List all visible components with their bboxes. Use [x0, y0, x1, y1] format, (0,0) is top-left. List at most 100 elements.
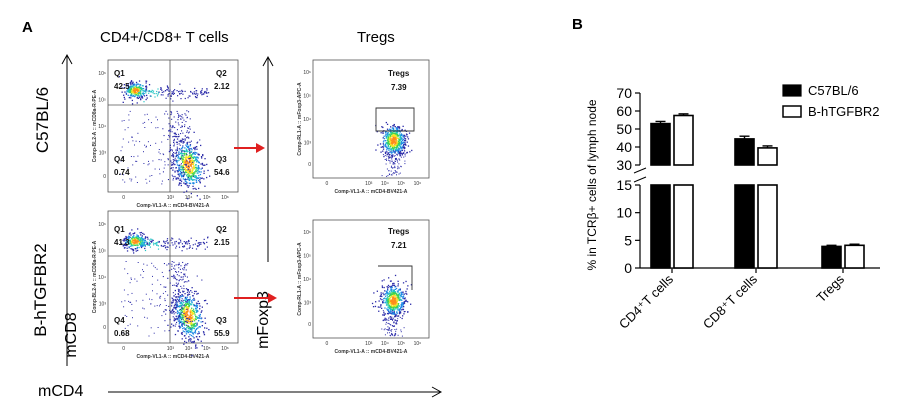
row1-cd8-event-dot: [193, 153, 195, 155]
row1-cd8-event-dot: [170, 95, 172, 97]
row1-treg-event-dot: [392, 139, 394, 141]
row2-treg-event-dot: [391, 286, 393, 288]
row2-cd8-event-dot: [166, 239, 168, 242]
row2-cd8-event-dot: [131, 244, 133, 246]
row1-cd8-event-dot: [187, 145, 190, 148]
row1-cd8-event-dot: [196, 158, 198, 160]
row1-cd8-event-dot: [184, 135, 186, 137]
row1-cd8-event-dot: [150, 144, 151, 146]
row2-treg-event-dot: [389, 329, 391, 331]
row1-cd8-event-dot: [170, 160, 172, 162]
row2-cd8-event-dot: [130, 301, 132, 303]
row1-cd8-event-dot: [183, 172, 185, 174]
row2-treg-event-dot: [394, 286, 396, 288]
row2-cd8-event-dot: [176, 271, 178, 273]
row2-cd8-event-dot: [167, 241, 169, 244]
row1-cd8-event-dot: [183, 153, 185, 155]
row2-treg-event-dot: [399, 297, 401, 299]
row1-treg-event-dot: [400, 134, 402, 137]
row1-cd8-event-dot: [184, 147, 186, 149]
row2-cd8-event-dot: [127, 237, 129, 239]
row2-cd8-event-dot: [140, 274, 142, 276]
red-arrow-row1: [234, 143, 265, 153]
row2-treg-event-dot: [391, 297, 394, 299]
row2-treg-event-dot: [388, 293, 390, 295]
row2-cd8-event-dot: [192, 303, 194, 306]
row2-cd8-event-dot: [173, 299, 175, 301]
row1-cd8-event-dot: [177, 112, 179, 114]
row2-cd8-event-dot: [134, 240, 136, 242]
row2-cd8-event-dot: [178, 275, 180, 277]
row2-treg-event-dot: [390, 289, 392, 291]
row2-cd8-event-dot: [178, 246, 181, 248]
row2-cd8-event-dot: [195, 307, 197, 309]
row2-cd8-event-dot: [195, 311, 198, 313]
row2-treg-event-dot: [394, 303, 396, 305]
row2-treg-event-dot: [399, 295, 401, 297]
row1-cd8-event-dot: [181, 172, 184, 174]
row2-cd8-event-dot: [191, 341, 193, 343]
row2-treg-event-dot: [396, 303, 399, 305]
row2-cd8-event-dot: [184, 321, 186, 323]
row2-cd8-event-dot: [194, 347, 197, 349]
row2-cd8-event-dot: [166, 238, 169, 240]
row1-cd8-event-dot: [167, 86, 169, 88]
row2-cd8-event-dot: [192, 308, 195, 310]
row1-cd8-event-dot: [136, 97, 138, 99]
row1-cd8-event-dot: [185, 148, 188, 150]
row1-treg-event-dot: [391, 174, 393, 176]
row1-cd8-event-dot: [176, 90, 178, 92]
row2-cd8-event-dot: [171, 237, 173, 239]
row2-cd8-event-dot: [185, 300, 187, 302]
row2-cd8-event-dot: [127, 241, 129, 243]
row1-cd8-event-dot: [133, 90, 136, 92]
row1-cd8-y-tick-label: 10³: [99, 150, 107, 156]
row2-cd8-event-dot: [178, 323, 180, 325]
row1-cd8-event-dot: [206, 88, 208, 90]
row2-cd8-event-dot: [128, 247, 130, 249]
row2-cd8-event-dot: [181, 303, 183, 305]
row1-q3-value: 54.6: [214, 168, 230, 177]
row1-treg-event-dot: [397, 129, 399, 131]
row2-cd8-event-dot: [188, 239, 190, 242]
row1-cd8-event-dot: [168, 130, 170, 132]
row2-cd8-event-dot: [183, 269, 185, 271]
row2-cd8-event-dot: [141, 242, 143, 244]
row1-treg-event-dot: [386, 168, 388, 170]
row1-cd8-event-dot: [193, 91, 195, 93]
row1-cd8-event-dot: [169, 150, 171, 152]
row1-cd8-event-dot: [136, 182, 138, 183]
row1-treg-event-dot: [390, 137, 392, 140]
row2-cd8-event-dot: [182, 299, 184, 301]
row2-treg-event-dot: [394, 293, 396, 295]
row1-cd8-event-dot: [172, 155, 174, 157]
row2-cd8-event-dot: [177, 283, 179, 285]
row2-treg-event-dot: [388, 305, 390, 307]
row2-cd8-event-dot: [141, 240, 143, 242]
row2-treg-event-dot: [406, 288, 408, 290]
row1-treg-event-dot: [386, 149, 388, 151]
row2-treg-event-dot: [395, 287, 398, 290]
row2-cd8-event-dot: [196, 328, 198, 330]
row2-treg-event-dot: [398, 292, 401, 294]
row1-cd8-event-dot: [189, 182, 192, 184]
row1-cd8-event-dot: [135, 93, 137, 95]
row2-treg-event-dot: [394, 334, 396, 336]
row1-cd8-event-dot: [137, 91, 139, 93]
row2-cd8-y-axis-label: Comp-BL2-A :: mCD8a-R-PE-A: [92, 240, 98, 313]
row2-cd8-event-dot: [137, 238, 140, 240]
row1-cd8-event-dot: [191, 163, 193, 165]
axis-break-mark: [633, 176, 647, 183]
row1-cd8-event-dot: [191, 178, 193, 181]
row1-treg-event-dot: [385, 121, 387, 124]
row2-cd8-event-dot: [178, 320, 180, 322]
row1-treg-event-dot: [400, 166, 402, 168]
row1-cd8-event-dot: [186, 160, 188, 162]
row2-cd8-event-dot: [197, 245, 199, 248]
row1-cd8-event-dot: [181, 172, 183, 174]
row2-cd8-event-dot: [187, 308, 189, 310]
row1-cd8-event-dot: [168, 150, 171, 153]
row2-cd8-event-dot: [192, 316, 194, 318]
row1-cd8-event-dot: [178, 173, 180, 175]
